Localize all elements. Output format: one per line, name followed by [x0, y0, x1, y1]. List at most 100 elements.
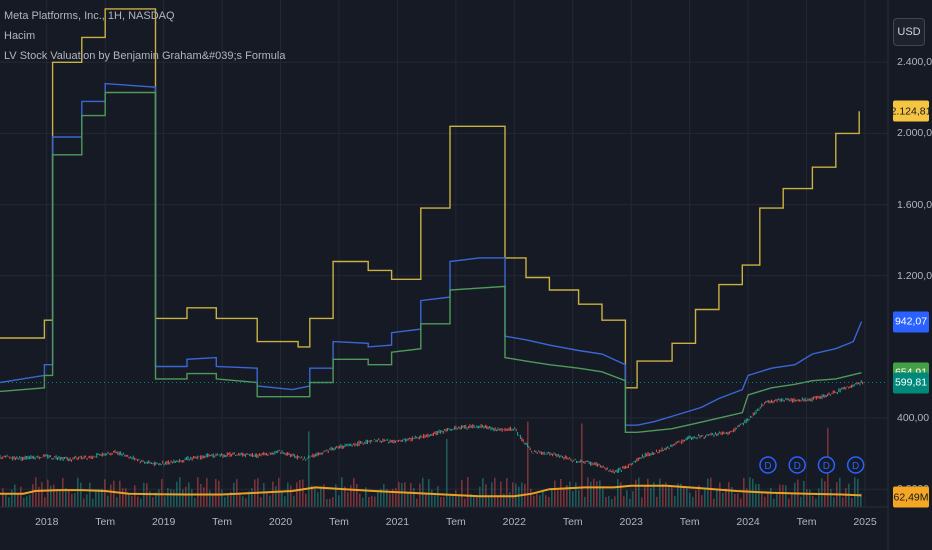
x-tick-label: 2025	[853, 516, 877, 528]
volume-bar	[653, 482, 655, 507]
volume-indicator-title[interactable]: Hacim	[4, 30, 36, 42]
volume-bar	[611, 498, 613, 507]
volume-bar	[452, 493, 454, 507]
volume-bar	[632, 491, 634, 507]
volume-bar	[473, 496, 475, 507]
volume-bar	[494, 477, 496, 507]
volume-bar	[812, 495, 814, 507]
volume-bar	[71, 493, 73, 507]
volume-bar	[407, 492, 409, 507]
volume-bar	[32, 484, 34, 507]
volume-bar	[182, 489, 184, 507]
volume-bar	[722, 492, 724, 507]
volume-bar	[626, 490, 628, 507]
volume-bar	[752, 478, 754, 507]
volume-bar	[203, 487, 205, 507]
volume-bar	[707, 478, 709, 507]
volume-bar	[119, 480, 121, 507]
last-value-tag: 942,07	[893, 311, 929, 333]
volume-bar	[692, 496, 694, 507]
volume-bar	[383, 484, 385, 507]
volume-bar	[830, 488, 832, 507]
volume-bar	[446, 438, 448, 507]
volume-bar	[308, 431, 310, 507]
volume-bars	[2, 421, 862, 507]
volume-bar	[572, 491, 574, 507]
volume-bar	[389, 493, 391, 507]
volume-bar	[776, 493, 778, 507]
volume-bar	[353, 478, 355, 507]
last-value-tag: 62,49M	[893, 486, 929, 508]
volume-bar	[557, 487, 559, 507]
volume-bar	[659, 478, 661, 507]
volume-bar	[305, 493, 307, 507]
volume-bar	[131, 495, 133, 507]
volume-bar	[725, 488, 727, 507]
volume-bar	[8, 497, 10, 507]
volume-ma-line	[0, 484, 862, 498]
volume-bar	[458, 496, 460, 507]
volume-bar	[221, 489, 223, 507]
volume-bar	[506, 478, 508, 507]
volume-bar	[41, 481, 43, 507]
volume-bar	[569, 481, 571, 507]
volume-bar	[815, 498, 817, 507]
volume-bar	[38, 486, 40, 507]
volume-bar	[416, 498, 418, 507]
x-tick-label: Tem	[562, 516, 583, 528]
volume-bar	[662, 484, 664, 507]
volume-bar	[83, 498, 85, 507]
volume-bar	[281, 491, 283, 507]
volume-bar	[851, 497, 853, 507]
volume-bar	[152, 497, 154, 507]
volume-bar	[158, 489, 160, 507]
volume-bar	[23, 497, 25, 507]
volume-bar	[74, 493, 76, 507]
volume-bar	[362, 497, 364, 507]
volume-bar	[320, 486, 322, 507]
volume-bar	[545, 495, 547, 507]
volume-bar	[560, 478, 562, 507]
volume-bar	[761, 491, 763, 507]
volume-bar	[839, 477, 841, 507]
volume-bar	[650, 487, 652, 507]
volume-bar	[224, 497, 226, 507]
volume-bar	[680, 483, 682, 507]
last-value-tag: 2.124,81	[891, 100, 931, 122]
currency-button[interactable]: USD	[893, 18, 925, 46]
volume-bar	[209, 490, 211, 507]
volume-bar	[695, 490, 697, 507]
volume-bar	[491, 482, 493, 507]
dividend-marker-circle	[817, 456, 836, 474]
volume-bar	[842, 497, 844, 507]
volume-bar	[11, 489, 13, 507]
volume-bar	[482, 478, 484, 507]
volume-bar	[206, 477, 208, 507]
volume-bar	[599, 480, 601, 507]
volume-bar	[296, 482, 298, 507]
y-tick-label: 1.200,00	[897, 269, 932, 282]
volume-bar	[272, 481, 274, 507]
volume-bar	[512, 482, 514, 507]
volume-bar	[260, 497, 262, 507]
dividend-marker-label: D	[764, 461, 771, 472]
volume-bar	[284, 496, 286, 507]
symbol-title[interactable]: Meta Platforms, Inc., 1H, NASDAQ	[4, 10, 175, 22]
dividend-marker: D	[788, 456, 806, 474]
volume-bar	[299, 479, 301, 507]
last-value-tag: 599,81	[893, 372, 929, 393]
volume-bar	[344, 486, 346, 507]
volume-bar	[185, 486, 187, 507]
volume-bar	[374, 496, 376, 507]
volume-bar	[404, 482, 406, 507]
volume-bar	[59, 489, 61, 507]
volume-bar	[743, 477, 745, 507]
volume-bar	[110, 484, 112, 507]
volume-bar	[620, 482, 622, 507]
valuation-indicator-title[interactable]: LV Stock Valuation by Benjamin Graham&#0…	[4, 50, 286, 62]
volume-bar	[530, 488, 532, 507]
volume-bar	[734, 493, 736, 507]
volume-bar	[128, 493, 130, 507]
volume-bar	[113, 480, 115, 507]
